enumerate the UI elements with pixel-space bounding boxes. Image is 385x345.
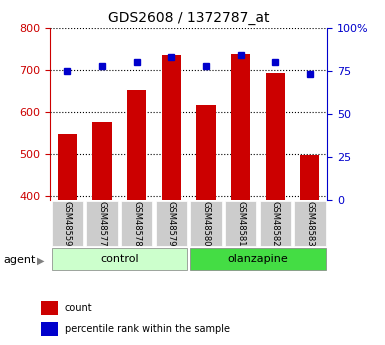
Text: GSM48580: GSM48580 — [201, 201, 211, 246]
Bar — [41, 322, 58, 336]
Text: control: control — [100, 254, 139, 264]
Text: GSM48581: GSM48581 — [236, 201, 245, 246]
Bar — [231, 54, 250, 200]
Title: GDS2608 / 1372787_at: GDS2608 / 1372787_at — [108, 11, 270, 25]
Text: olanzapine: olanzapine — [228, 254, 288, 264]
Text: percentile rank within the sample: percentile rank within the sample — [65, 324, 230, 334]
Bar — [196, 105, 216, 200]
Bar — [300, 155, 320, 200]
Text: ▶: ▶ — [37, 256, 44, 265]
Text: count: count — [65, 303, 92, 313]
FancyBboxPatch shape — [225, 201, 256, 246]
FancyBboxPatch shape — [259, 201, 291, 246]
Text: GSM48583: GSM48583 — [305, 200, 315, 246]
FancyBboxPatch shape — [52, 201, 83, 246]
FancyBboxPatch shape — [294, 201, 325, 246]
Text: GSM48578: GSM48578 — [132, 200, 141, 246]
FancyBboxPatch shape — [190, 248, 325, 270]
Bar — [58, 134, 77, 200]
Text: GSM48577: GSM48577 — [97, 200, 107, 246]
FancyBboxPatch shape — [121, 201, 152, 246]
Bar — [92, 122, 112, 200]
Text: GSM48582: GSM48582 — [271, 201, 280, 246]
FancyBboxPatch shape — [190, 201, 222, 246]
FancyBboxPatch shape — [86, 201, 118, 246]
FancyBboxPatch shape — [156, 201, 187, 246]
Bar — [127, 90, 146, 200]
Bar — [41, 301, 58, 315]
Bar — [266, 73, 285, 200]
Text: agent: agent — [4, 256, 36, 265]
Bar — [162, 55, 181, 200]
FancyBboxPatch shape — [52, 248, 187, 270]
Text: GSM48579: GSM48579 — [167, 201, 176, 246]
Text: GSM48559: GSM48559 — [63, 201, 72, 246]
